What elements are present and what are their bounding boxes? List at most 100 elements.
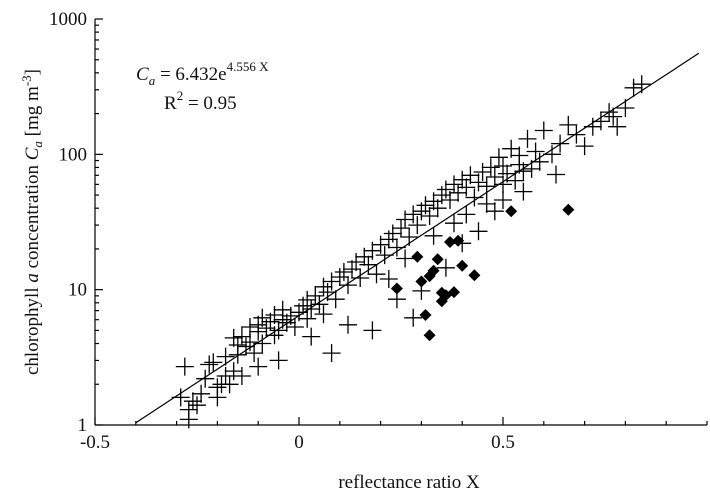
- r-squared-annotation: R2 = 0.95: [164, 88, 237, 114]
- y-axis-label-part: concentration: [22, 160, 43, 273]
- plus-marker: [298, 290, 317, 309]
- plus-marker: [567, 125, 586, 144]
- plus-marker: [396, 249, 415, 268]
- plus-marker: [359, 255, 378, 274]
- plus-marker: [314, 277, 333, 296]
- plus-marker: [400, 228, 419, 246]
- y-axis-label-part: -3: [19, 75, 34, 86]
- plus-marker: [453, 170, 472, 189]
- diamond-marker: [444, 236, 456, 248]
- plus-marker: [179, 410, 198, 429]
- plus-marker: [253, 308, 272, 327]
- plus-marker: [232, 367, 251, 385]
- plus-marker: [249, 315, 268, 334]
- plus-marker: [465, 188, 484, 207]
- plus-marker: [469, 222, 488, 241]
- plus-marker: [367, 265, 386, 284]
- y-axis-label-part: a: [22, 273, 43, 283]
- plus-marker: [449, 183, 468, 202]
- plus-marker: [420, 207, 439, 225]
- plus-marker: [318, 283, 337, 302]
- diamond-marker: [562, 203, 575, 216]
- plus-marker: [416, 196, 435, 215]
- plus-marker: [477, 194, 496, 213]
- tick-labels: -0.5 0 0.5 1 10 100 1000: [49, 9, 515, 453]
- axes: [94, 19, 707, 426]
- plus-marker: [494, 175, 512, 194]
- diamond-marker: [415, 275, 428, 288]
- plus-marker: [498, 164, 517, 183]
- plus-marker: [351, 269, 370, 287]
- fit-line-group: [135, 52, 700, 424]
- plus-marker: [518, 129, 537, 148]
- x-tick-label: 0: [294, 432, 304, 453]
- plus-marker: [387, 238, 406, 257]
- plus-marker: [334, 263, 353, 281]
- data-points: [171, 75, 651, 429]
- plus-marker: [534, 121, 553, 140]
- y-axis-label-part: chlorophyll: [22, 283, 43, 375]
- r2-part: 2: [177, 88, 184, 103]
- plus-marker: [477, 177, 496, 196]
- plus-marker: [310, 295, 329, 314]
- plus-marker: [485, 168, 504, 186]
- plus-marker: [228, 336, 247, 354]
- plus-marker: [608, 117, 627, 136]
- y-axis-label: chlorophyll a concentration Ca [mg m-3]: [19, 69, 45, 375]
- plus-marker: [183, 392, 202, 411]
- diamond-marker: [448, 286, 460, 299]
- diamond-marker: [452, 234, 465, 247]
- x-tick-label: 0.5: [491, 432, 515, 453]
- plus-marker: [632, 75, 651, 94]
- plus-marker: [269, 351, 288, 370]
- plus-marker: [204, 353, 223, 372]
- plus-marker: [339, 315, 357, 334]
- plus-marker: [624, 78, 643, 97]
- plus-marker: [457, 178, 476, 197]
- plus-marker: [375, 246, 394, 265]
- plus-marker: [436, 180, 455, 199]
- plus-marker: [494, 157, 512, 175]
- plus-marker: [469, 173, 488, 192]
- plus-marker: [473, 163, 492, 181]
- plus-marker: [224, 328, 243, 347]
- plus-marker: [485, 202, 504, 221]
- plus-marker: [436, 258, 455, 277]
- plus-marker: [506, 171, 525, 190]
- plus-marker: [265, 306, 284, 324]
- plus-marker: [379, 270, 398, 288]
- y-tick-label: 1000: [49, 9, 87, 30]
- plus-marker: [196, 369, 215, 388]
- diamond-marker: [431, 253, 444, 266]
- plus-marker: [551, 134, 570, 153]
- plus-marker: [481, 158, 500, 177]
- plus-marker: [326, 290, 345, 309]
- plus-marker: [547, 165, 565, 184]
- x-tick-label: -0.5: [80, 432, 110, 453]
- plus-marker: [314, 305, 333, 324]
- y-tick-label: 10: [68, 280, 87, 301]
- diamond-marker: [456, 259, 469, 272]
- plus-marker: [502, 139, 521, 158]
- plus-marker: [241, 333, 259, 352]
- fit-line: [135, 52, 700, 424]
- plus-marker: [330, 268, 349, 286]
- plus-marker: [253, 334, 272, 353]
- diamond-marker: [427, 264, 440, 277]
- plus-marker: [220, 375, 239, 394]
- plus-marker: [408, 216, 427, 235]
- plus-marker: [396, 210, 415, 229]
- plus-marker: [522, 159, 541, 178]
- plus-marker: [559, 115, 578, 134]
- plus-marker: [392, 219, 410, 238]
- equation-part: 4.556 X: [227, 59, 270, 74]
- plus-marker: [200, 355, 219, 374]
- plus-marker: [371, 235, 390, 254]
- plus-marker: [489, 148, 508, 167]
- plus-marker: [322, 344, 341, 363]
- diamond-marker: [419, 309, 432, 321]
- plus-marker: [404, 205, 423, 224]
- plus-marker: [591, 112, 610, 131]
- plus-marker: [302, 327, 321, 346]
